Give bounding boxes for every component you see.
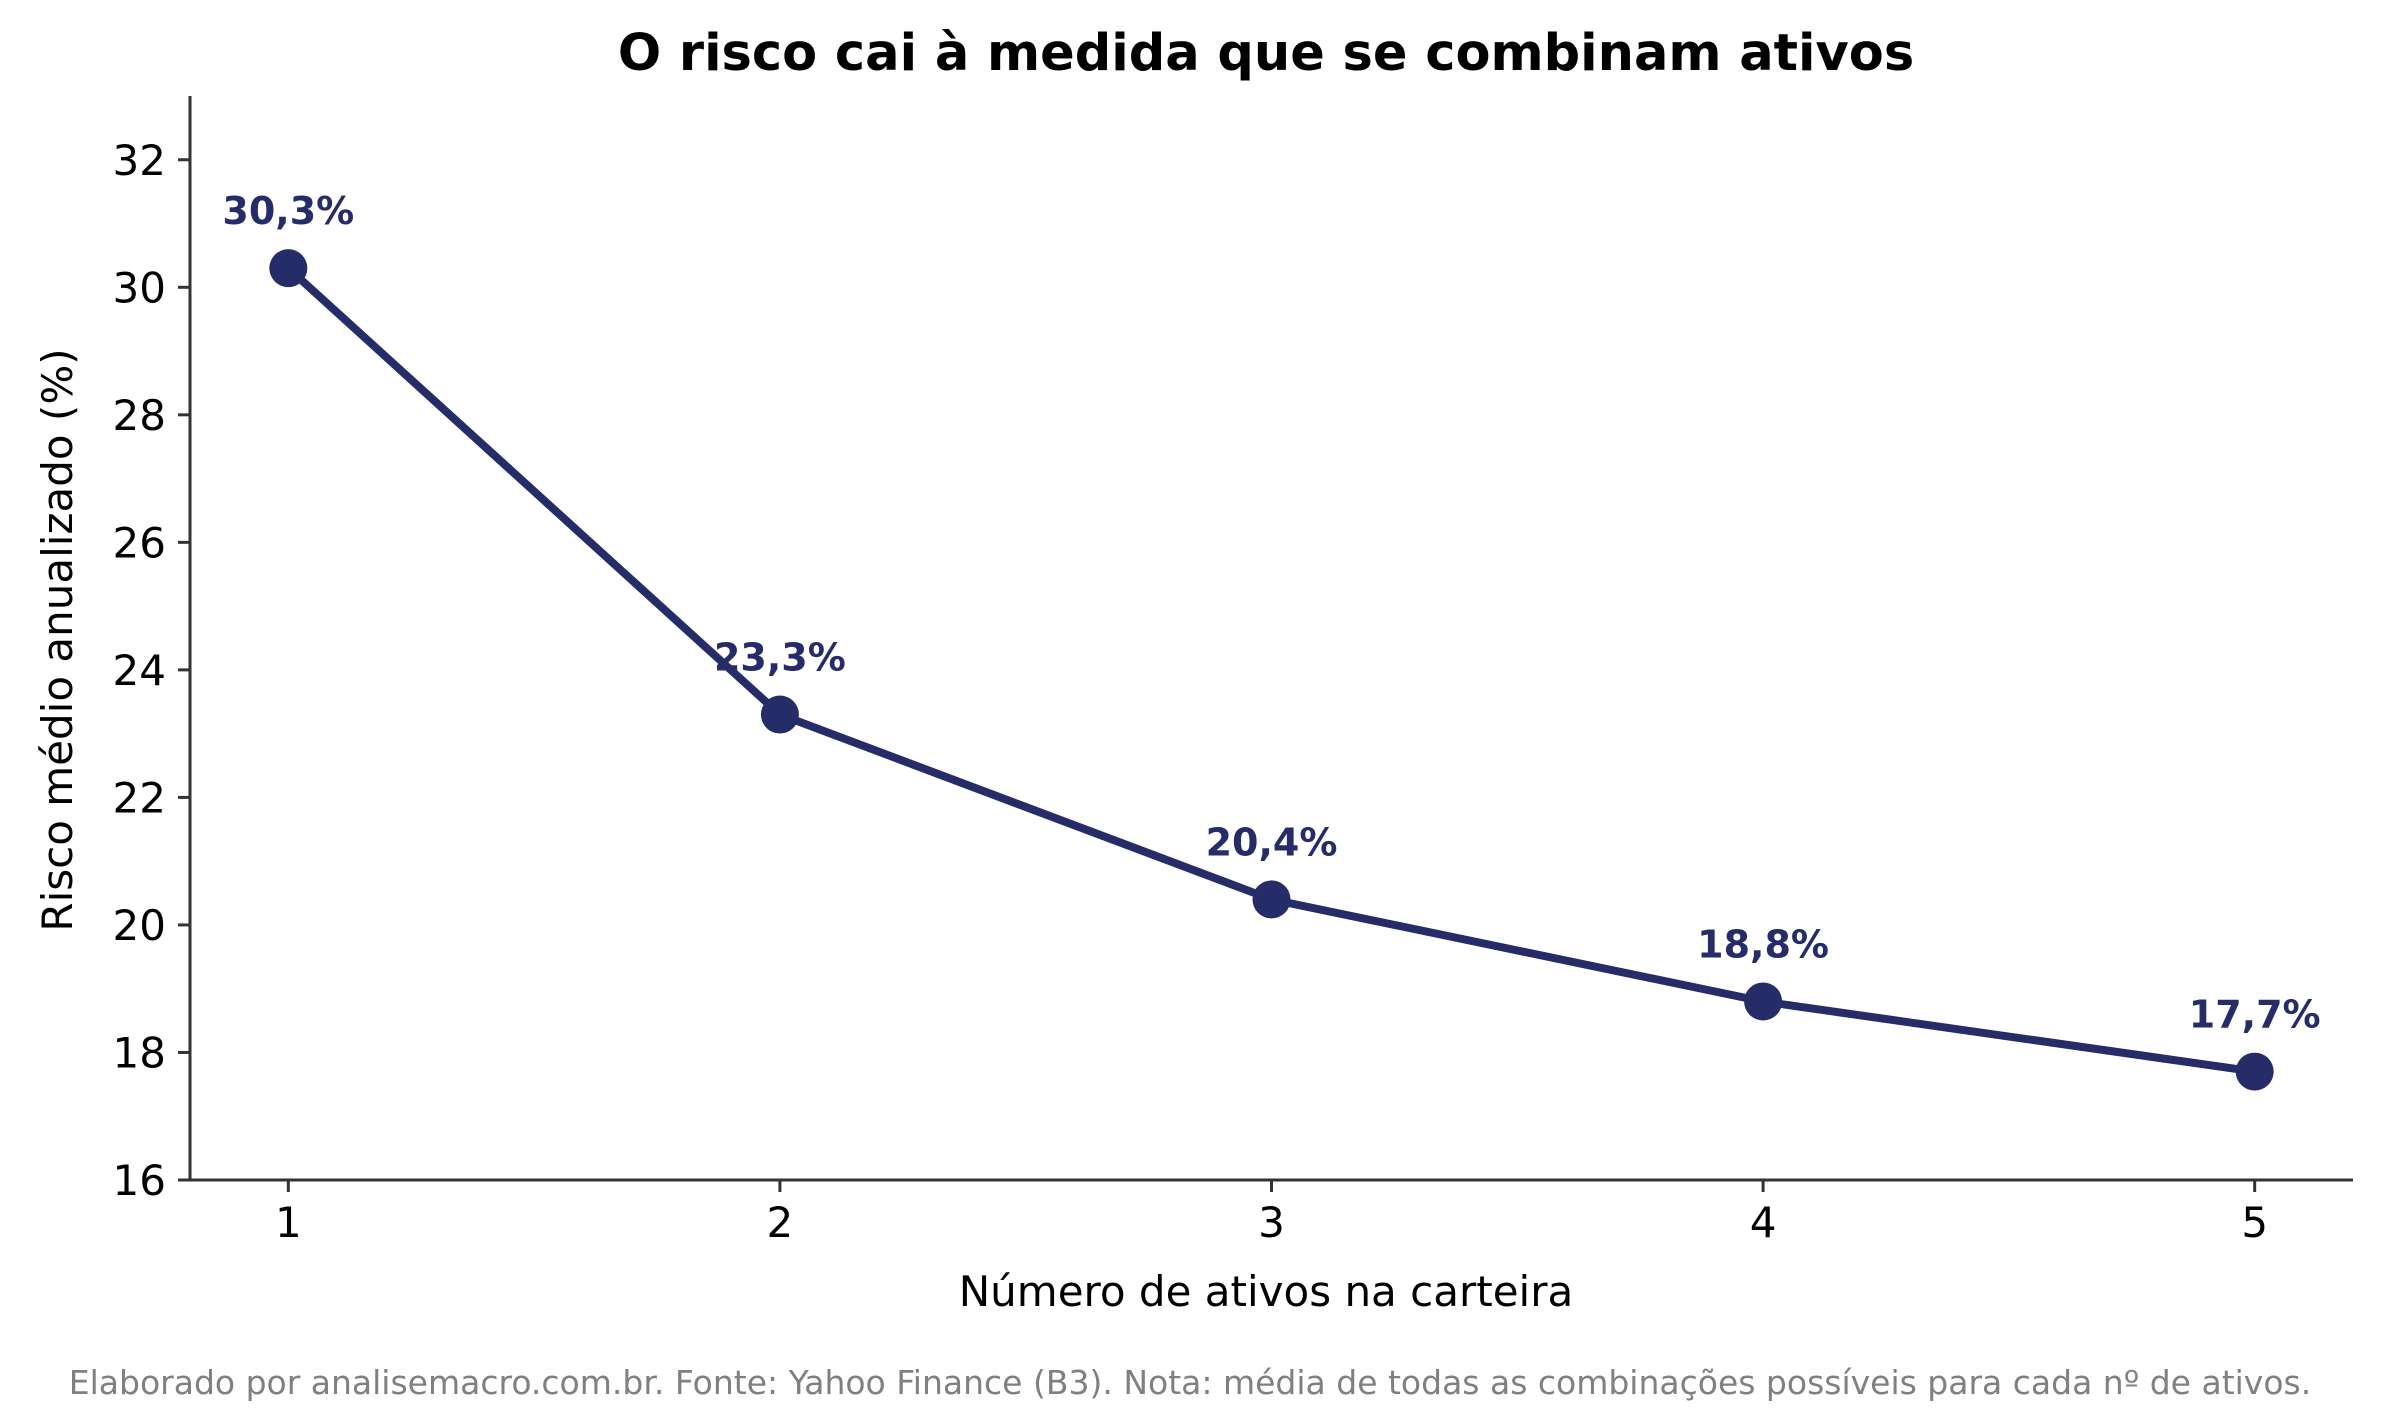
y-tick-label: 16 [113, 1156, 166, 1205]
y-tick-label: 30 [113, 263, 166, 312]
data-point-label: 18,8% [1697, 922, 1829, 966]
y-tick-label: 20 [113, 901, 166, 950]
y-tick-label: 32 [113, 136, 166, 185]
data-point-marker [760, 695, 799, 734]
y-tick-label: 22 [113, 773, 166, 822]
x-tick-label: 2 [767, 1198, 794, 1247]
data-point-label: 17,7% [2189, 993, 2321, 1037]
x-tick-label: 1 [275, 1198, 302, 1247]
y-axis-label: Risco médio anualizado (%) [33, 348, 82, 931]
series-layer: 30,3% 23,3% 20,4% 18,8% 17,7% [222, 189, 2321, 1091]
data-point-label: 30,3% [222, 189, 354, 233]
x-axis-ticks: 1 2 3 4 5 [275, 1180, 2268, 1247]
data-point-label: 23,3% [714, 636, 846, 680]
y-tick-label: 24 [113, 646, 166, 695]
data-point-marker [269, 249, 308, 288]
footer-note: Elaborado por analisemacro.com.br. Fonte… [69, 1363, 2311, 1402]
data-point-marker [1744, 982, 1783, 1021]
y-tick-label: 18 [113, 1028, 166, 1077]
data-point-marker [1252, 880, 1291, 919]
data-point-label: 20,4% [1206, 820, 1338, 864]
x-axis-label: Número de ativos na carteira [959, 1267, 1573, 1316]
x-tick-label: 3 [1258, 1198, 1285, 1247]
y-tick-label: 28 [113, 391, 166, 440]
chart-title: O risco cai à medida que se combinam ati… [618, 24, 1914, 83]
y-tick-label: 26 [113, 518, 166, 567]
x-tick-label: 4 [1750, 1198, 1777, 1247]
y-axis-ticks: 16 18 20 22 24 26 28 30 32 [113, 136, 190, 1205]
x-tick-label: 5 [2241, 1198, 2268, 1247]
data-point-marker [2235, 1052, 2274, 1091]
